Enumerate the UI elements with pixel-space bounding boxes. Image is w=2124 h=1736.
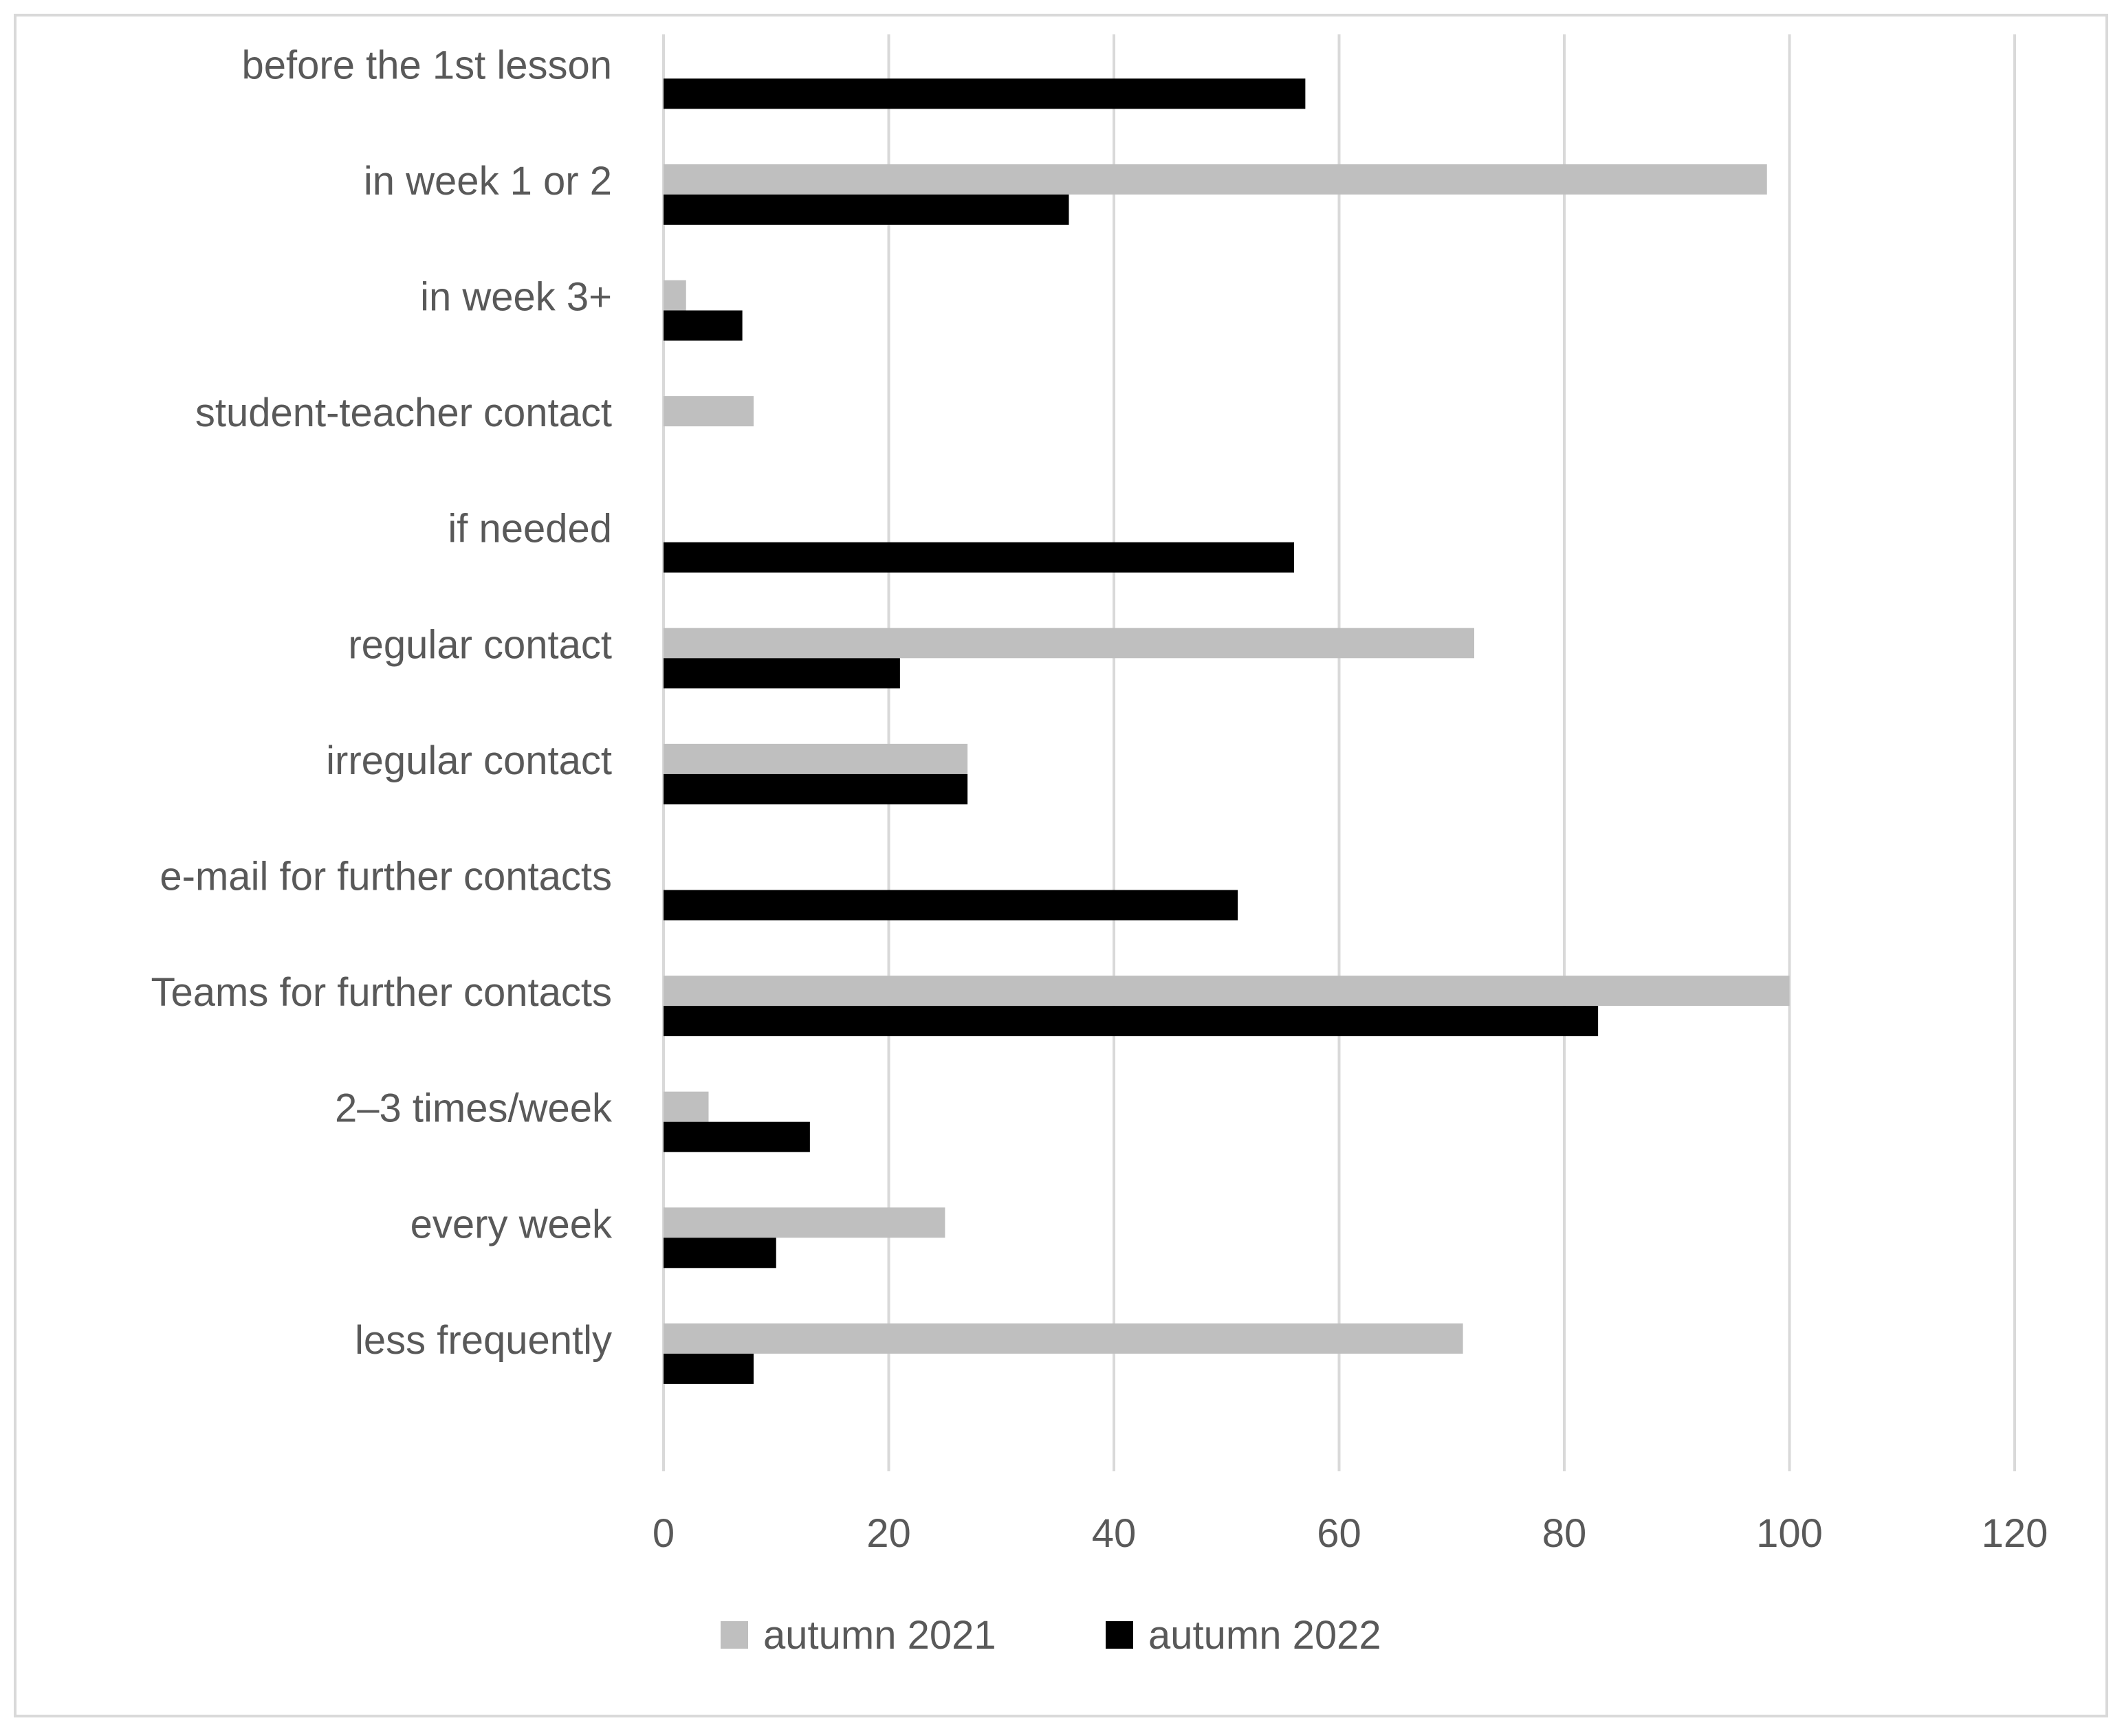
category-label: if needed bbox=[448, 507, 612, 551]
bar-autumn-2021 bbox=[664, 743, 968, 774]
bar-autumn-2022 bbox=[664, 1006, 1599, 1037]
x-tick-label: 60 bbox=[1317, 1511, 1361, 1556]
legend-swatch bbox=[721, 1621, 748, 1649]
bar-autumn-2021 bbox=[664, 628, 1474, 659]
bar-autumn-2022 bbox=[664, 890, 1238, 921]
bar-autumn-2021 bbox=[664, 1323, 1463, 1354]
bar-autumn-2021 bbox=[664, 1207, 945, 1238]
legend-swatch bbox=[1106, 1621, 1133, 1649]
category-label: 2–3 times/week bbox=[335, 1086, 613, 1131]
x-tick-label: 120 bbox=[1982, 1511, 2048, 1556]
category-label: less frequently bbox=[355, 1318, 612, 1363]
chart-frame bbox=[14, 14, 2108, 1717]
legend: autumn 2021 autumn 2022 bbox=[721, 1613, 1381, 1658]
bar-autumn-2022 bbox=[664, 658, 900, 689]
bar-autumn-2022 bbox=[664, 1238, 776, 1268]
category-label: Teams for further contacts bbox=[151, 970, 612, 1015]
x-tick-label: 40 bbox=[1092, 1511, 1137, 1556]
x-tick-label: 80 bbox=[1542, 1511, 1587, 1556]
bar-autumn-2022 bbox=[664, 1353, 754, 1384]
bar-autumn-2022 bbox=[664, 1121, 810, 1152]
category-label: student-teacher contact bbox=[195, 391, 612, 435]
bar-autumn-2022 bbox=[664, 194, 1069, 225]
bar-autumn-2021 bbox=[664, 976, 1790, 1007]
bar-autumn-2022 bbox=[664, 78, 1306, 109]
category-label: irregular contact bbox=[326, 738, 612, 783]
x-tick-label: 0 bbox=[653, 1511, 675, 1556]
category-label: e-mail for further contacts bbox=[160, 855, 612, 899]
bar-autumn-2021 bbox=[664, 164, 1767, 195]
category-label: before the 1st lesson bbox=[242, 43, 612, 87]
bar-autumn-2022 bbox=[664, 773, 968, 804]
category-label: regular contact bbox=[348, 622, 612, 667]
x-axis-ticks: 0 20 40 60 80 100 120 bbox=[653, 1511, 2048, 1556]
bar-autumn-2022 bbox=[664, 542, 1294, 573]
category-label: every week bbox=[410, 1202, 613, 1246]
bar-layer bbox=[664, 78, 1790, 1384]
x-tick-label: 100 bbox=[1756, 1511, 1823, 1556]
x-tick-label: 20 bbox=[866, 1511, 911, 1556]
bar-autumn-2021 bbox=[664, 280, 686, 311]
category-label: in week 3+ bbox=[420, 275, 612, 320]
legend-label: autumn 2022 bbox=[1148, 1613, 1381, 1658]
category-label: in week 1 or 2 bbox=[364, 159, 612, 204]
legend-label: autumn 2021 bbox=[763, 1613, 996, 1658]
bar-autumn-2021 bbox=[664, 1091, 709, 1122]
bar-autumn-2021 bbox=[664, 396, 754, 427]
category-labels: before the 1st lesson in week 1 or 2 in we… bbox=[151, 43, 613, 1363]
bar-autumn-2022 bbox=[664, 310, 743, 341]
